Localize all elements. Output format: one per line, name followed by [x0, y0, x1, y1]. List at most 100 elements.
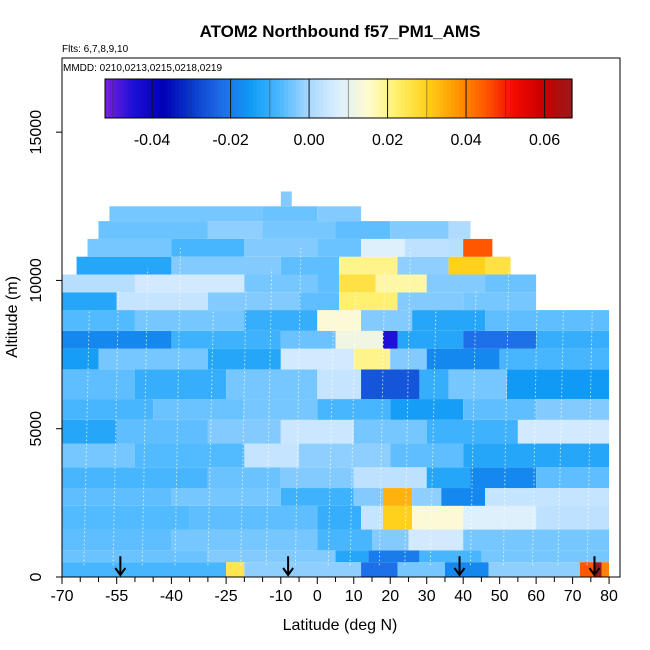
y-axis-tick-label: 15000	[28, 110, 45, 155]
colorbar-segment	[478, 79, 484, 118]
heatmap-cell	[470, 467, 537, 489]
arrow-head	[282, 567, 294, 577]
colorbar-segment	[529, 79, 534, 118]
heatmap-cell	[339, 256, 398, 275]
heatmap-cell	[485, 274, 537, 293]
colorbar-segment	[513, 79, 519, 118]
colorbar-segment	[494, 79, 499, 118]
colorbar-segment	[241, 79, 246, 118]
colorbar-segment	[276, 79, 281, 118]
flight-track	[502, 268, 510, 566]
heatmap-cell	[353, 467, 427, 489]
colorbar-segment	[400, 79, 406, 118]
colorbar-segment	[381, 79, 386, 118]
colorbar-segment	[202, 79, 207, 118]
colorbar-segment	[155, 79, 161, 118]
colorbar-segment	[412, 79, 417, 118]
heatmap-cell	[299, 443, 391, 468]
colorbar-segment	[392, 79, 398, 118]
heatmap-cell	[109, 206, 263, 222]
colorbar-segment	[194, 79, 199, 118]
heatmap-cell	[601, 562, 610, 577]
colorbar-segment	[509, 79, 515, 118]
heatmap-cell	[171, 238, 245, 257]
heatmap-cell	[226, 562, 245, 577]
heatmap-cell	[408, 529, 464, 551]
colorbar-segment	[435, 79, 441, 118]
colorbar-segment	[268, 79, 273, 118]
colorbar-segment	[544, 79, 550, 118]
y-axis-title: Altitude (m)	[4, 276, 21, 358]
heatmap-cell	[76, 256, 172, 275]
heatmap-cell	[412, 505, 464, 530]
colorbar-segment	[291, 79, 297, 118]
colorbar-segment	[517, 79, 523, 118]
plot-frame	[61, 57, 621, 578]
heatmap-cell	[171, 330, 281, 349]
heatmap-cell	[189, 505, 318, 530]
colorbar-segment	[206, 79, 211, 118]
colorbar-segment	[486, 79, 491, 118]
x-axis-tick-label: 50	[491, 588, 509, 605]
heatmap-cell	[448, 221, 471, 239]
x-axis-tick-label: 40	[454, 588, 472, 605]
heatmap-cell	[426, 419, 518, 444]
colorbar-segment	[326, 79, 332, 118]
heatmap-cells	[62, 191, 610, 577]
colorbar-segment	[120, 79, 126, 118]
colorbar-segment	[198, 79, 203, 118]
colorbar-segment	[295, 79, 301, 118]
heatmap-cell	[517, 419, 610, 444]
colorbar-segment	[280, 79, 285, 118]
heatmap-cell	[426, 274, 486, 293]
x-axis: -70 -55 -40 -25 -10 0 10 20 30 40 50 60 70 80	[50, 577, 618, 605]
colorbar-segment	[490, 79, 495, 118]
heatmap-cell	[317, 505, 362, 530]
y-axis-tick-label: 0	[28, 572, 45, 581]
heatmap-cell	[353, 488, 383, 506]
heatmap-cell	[463, 529, 610, 551]
colorbar-segment	[303, 79, 308, 118]
colorbar-segment	[229, 79, 235, 118]
heatmap-cell	[390, 348, 427, 370]
heatmap-cell	[171, 488, 281, 506]
colorbar-segment	[210, 79, 215, 118]
colorbar-segment	[319, 79, 324, 118]
heatmap-cell	[463, 505, 537, 530]
heatmap-cell	[339, 292, 398, 311]
heatmap-cell	[280, 256, 340, 275]
colorbar-segment	[564, 79, 569, 118]
heatmap-cell	[361, 310, 413, 331]
colorbar-segment	[315, 79, 320, 118]
heatmap-cell	[207, 467, 281, 489]
heatmap-cell	[579, 562, 595, 577]
colorbar-segment	[470, 79, 476, 118]
colorbar-segment	[108, 79, 114, 118]
colorbar-tick-label: -0.02	[212, 132, 249, 149]
heatmap-cell	[62, 419, 117, 444]
heatmap-cell	[207, 348, 281, 370]
flight-track	[404, 247, 411, 566]
heatmap-cell	[62, 369, 135, 400]
y-axis: 0 5000 10000 15000	[28, 110, 62, 581]
x-axis-tick-label: -10	[269, 588, 292, 605]
heatmap-cell	[62, 274, 135, 293]
flight-track	[207, 310, 214, 566]
colorbar-tick-label: 0.00	[293, 132, 324, 149]
heatmap-cell	[280, 191, 292, 207]
colorbar-segment	[322, 79, 328, 118]
x-axis-title: Latitude (deg N)	[283, 617, 398, 634]
colorbar-tick-label: 0.02	[372, 132, 403, 149]
x-axis-tick-label: -55	[105, 588, 128, 605]
x-axis-tick-label: 60	[527, 588, 545, 605]
heatmap-cell	[134, 369, 227, 400]
colorbar-segment	[225, 79, 231, 118]
heatmap-cell	[536, 399, 610, 420]
y-axis-tick-label: 10000	[28, 258, 45, 303]
colorbar-segment	[124, 79, 129, 118]
colorbar-segment	[112, 79, 118, 118]
heatmap-cell	[207, 419, 281, 444]
heatmap-cell	[463, 443, 610, 468]
heatmap-cell	[62, 348, 99, 370]
